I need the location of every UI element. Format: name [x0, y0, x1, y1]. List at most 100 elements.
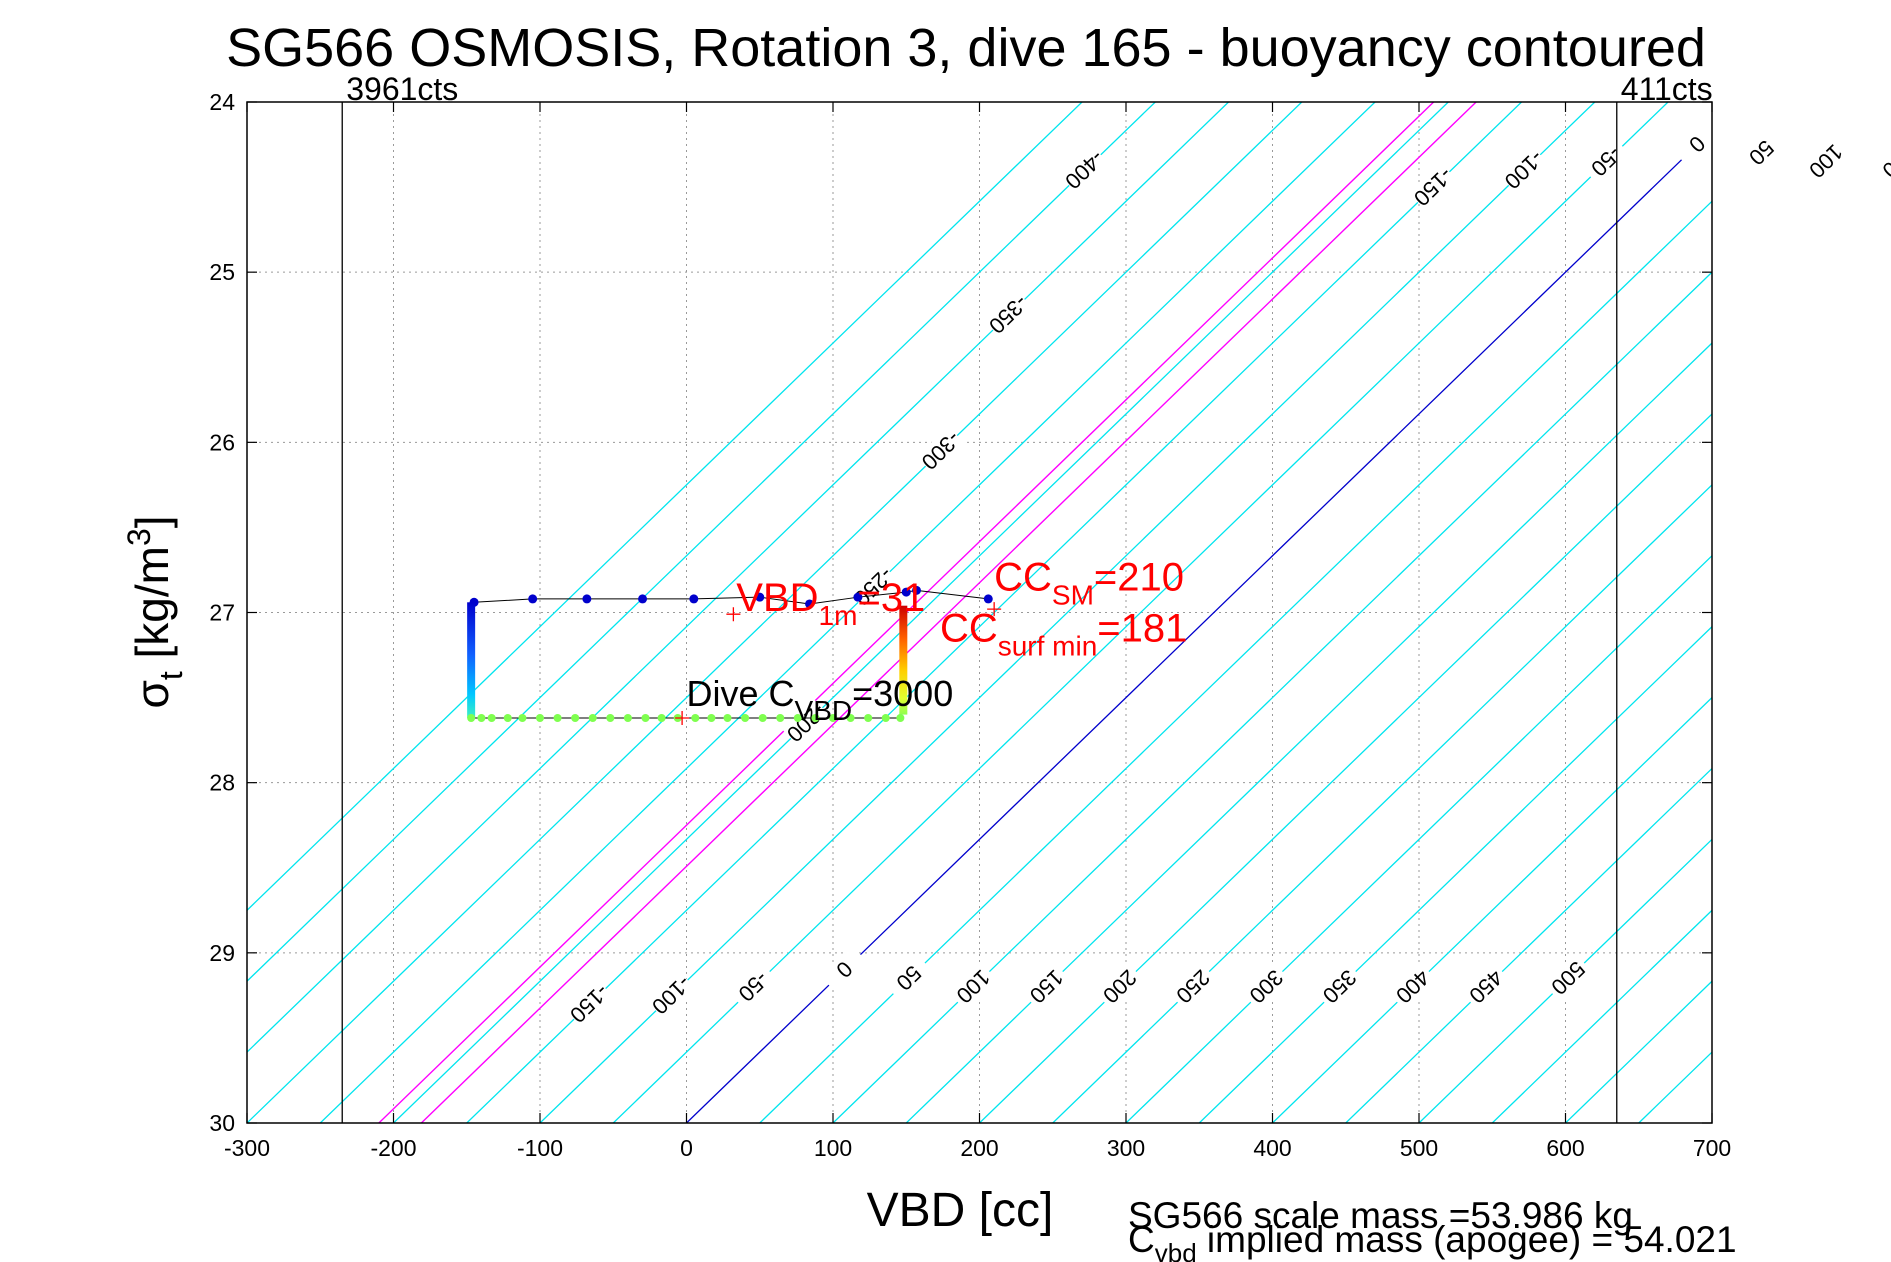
footer-scale-mass: SG566 scale mass =53.986 kg [1128, 1195, 1633, 1236]
contour-label-bg [1801, 136, 1852, 187]
footer-cvbd-sub: vbd [1155, 1238, 1197, 1262]
bottom-point [467, 714, 476, 723]
y-axis-label-symbol: σ [126, 680, 178, 708]
contour-line [759, 200, 1712, 1123]
contour-label-bg [1461, 962, 1512, 1012]
cc-sm-marker [987, 602, 1002, 617]
descent-point [805, 599, 815, 609]
vbd-1m-annotation-sub: 1m [819, 600, 858, 631]
contour-line [247, 102, 1083, 912]
bottom-point [536, 714, 544, 723]
dive-cvbd-annotation-sub: VBD [795, 695, 853, 726]
y-tick-label: 26 [209, 429, 235, 455]
contour-line [1418, 838, 1712, 1123]
contour-label-bg [729, 962, 779, 1012]
descent-point [689, 594, 699, 604]
bottom-point [881, 714, 890, 723]
contour-line [247, 102, 1156, 983]
contour-label-bg [781, 698, 832, 748]
descent-point [983, 594, 993, 604]
y-tick-label: 28 [209, 770, 235, 796]
contour-label-bg [948, 962, 999, 1012]
vbd-limit-label: 411cts [1621, 71, 1713, 107]
descent-point [582, 594, 592, 604]
contour-label-bg [1168, 962, 1219, 1012]
vbd-limit-label: 3961cts [346, 71, 458, 107]
cc-surf-min-annotation: CCsurf min=181 [940, 606, 1187, 661]
contour-line [1198, 625, 1712, 1123]
x-tick-label: 300 [1107, 1135, 1145, 1161]
bottom-point [723, 714, 732, 723]
contour-label-bg [1241, 962, 1292, 1012]
contour-line [612, 102, 1669, 1123]
contour-line [1711, 1122, 1712, 1123]
contour-line [393, 102, 1449, 1123]
bottom-point [776, 714, 785, 723]
bottom-point [811, 714, 820, 723]
contour-label-bg [884, 953, 935, 1004]
descent-point [901, 587, 911, 597]
cc-sm-annotation-value: =210 [1094, 555, 1184, 599]
vbd-1m-annotation: VBD1m=31 [736, 576, 925, 631]
contour-line [686, 129, 1712, 1123]
contour-label-bg [1095, 962, 1145, 1012]
y-tick-label: 27 [209, 600, 235, 626]
vbd-limit-lines: 3961cts 411cts [341, 71, 1713, 1123]
x-tick-label: 600 [1546, 1135, 1584, 1161]
bottom-point [588, 714, 597, 723]
descent-point [755, 592, 765, 602]
bottom-point [793, 714, 802, 723]
contour-line [979, 413, 1712, 1123]
descent-point [528, 594, 538, 604]
x-tick-label: 200 [960, 1135, 998, 1161]
y-axis-label-sub: t [153, 671, 189, 680]
vbd-1m-annotation-value: =31 [857, 576, 925, 620]
bottom-point [864, 714, 873, 723]
dive-cvbd-marker [675, 711, 690, 726]
contour-line [539, 102, 1596, 1123]
contour-line [1125, 554, 1712, 1123]
contour-label-bg [1060, 145, 1110, 195]
contour-label-bg [1315, 962, 1365, 1012]
footer-cvbd: C [1128, 1219, 1155, 1260]
contour-label-bg [1736, 128, 1787, 178]
bottom-point [487, 714, 496, 723]
y-tick-label: 25 [209, 259, 235, 285]
bottom-point [503, 714, 512, 723]
contour-label-bg [1874, 136, 1891, 187]
descent-point [853, 592, 863, 602]
y-axis-label: σt [kg/m3] [121, 515, 189, 708]
contour-label-bg [983, 290, 1034, 340]
contour-label-bg [819, 945, 870, 995]
bottom-point [553, 714, 562, 723]
contour-line [247, 102, 1230, 1054]
cc-sm-annotation-main: CC [994, 555, 1052, 599]
contour-line [1272, 696, 1712, 1123]
y-axis-label-units: [kg/m [126, 546, 178, 671]
footer-implied-mass: Cvbd implied mass (apogee) = 54.021 [1128, 1219, 1737, 1262]
bottom-point [829, 714, 837, 723]
y-axis-label-sup: 3 [121, 528, 157, 546]
bottom-point [691, 714, 700, 723]
bottom-point [606, 714, 615, 723]
vbd-1m-annotation-main: VBD [736, 576, 818, 620]
vbd-1m-marker [726, 607, 741, 622]
dive-cvbd-annotation: Dive CVBD=3000 [687, 673, 954, 726]
buoyancy-contours [247, 102, 1712, 1123]
x-tick-label: -200 [370, 1135, 416, 1161]
y-tick-label: 30 [209, 1110, 235, 1136]
x-tick-label: 0 [680, 1135, 693, 1161]
x-tick-label: -300 [224, 1135, 270, 1161]
contour-line [832, 271, 1712, 1123]
descent-point [638, 594, 648, 604]
contour-label-bg [1388, 962, 1438, 1012]
x-tick-label: 100 [814, 1135, 852, 1161]
contour-label-bg [564, 979, 615, 1029]
axis-ticks: -300 -200 -100 0 100 200 300 400 500 600 700 24 25 26… [209, 89, 1731, 1161]
contour-line [1491, 909, 1712, 1123]
bottom-point [477, 714, 486, 723]
cc-surf-min-annotation-main: CC [940, 606, 998, 650]
x-tick-label: -100 [517, 1135, 563, 1161]
